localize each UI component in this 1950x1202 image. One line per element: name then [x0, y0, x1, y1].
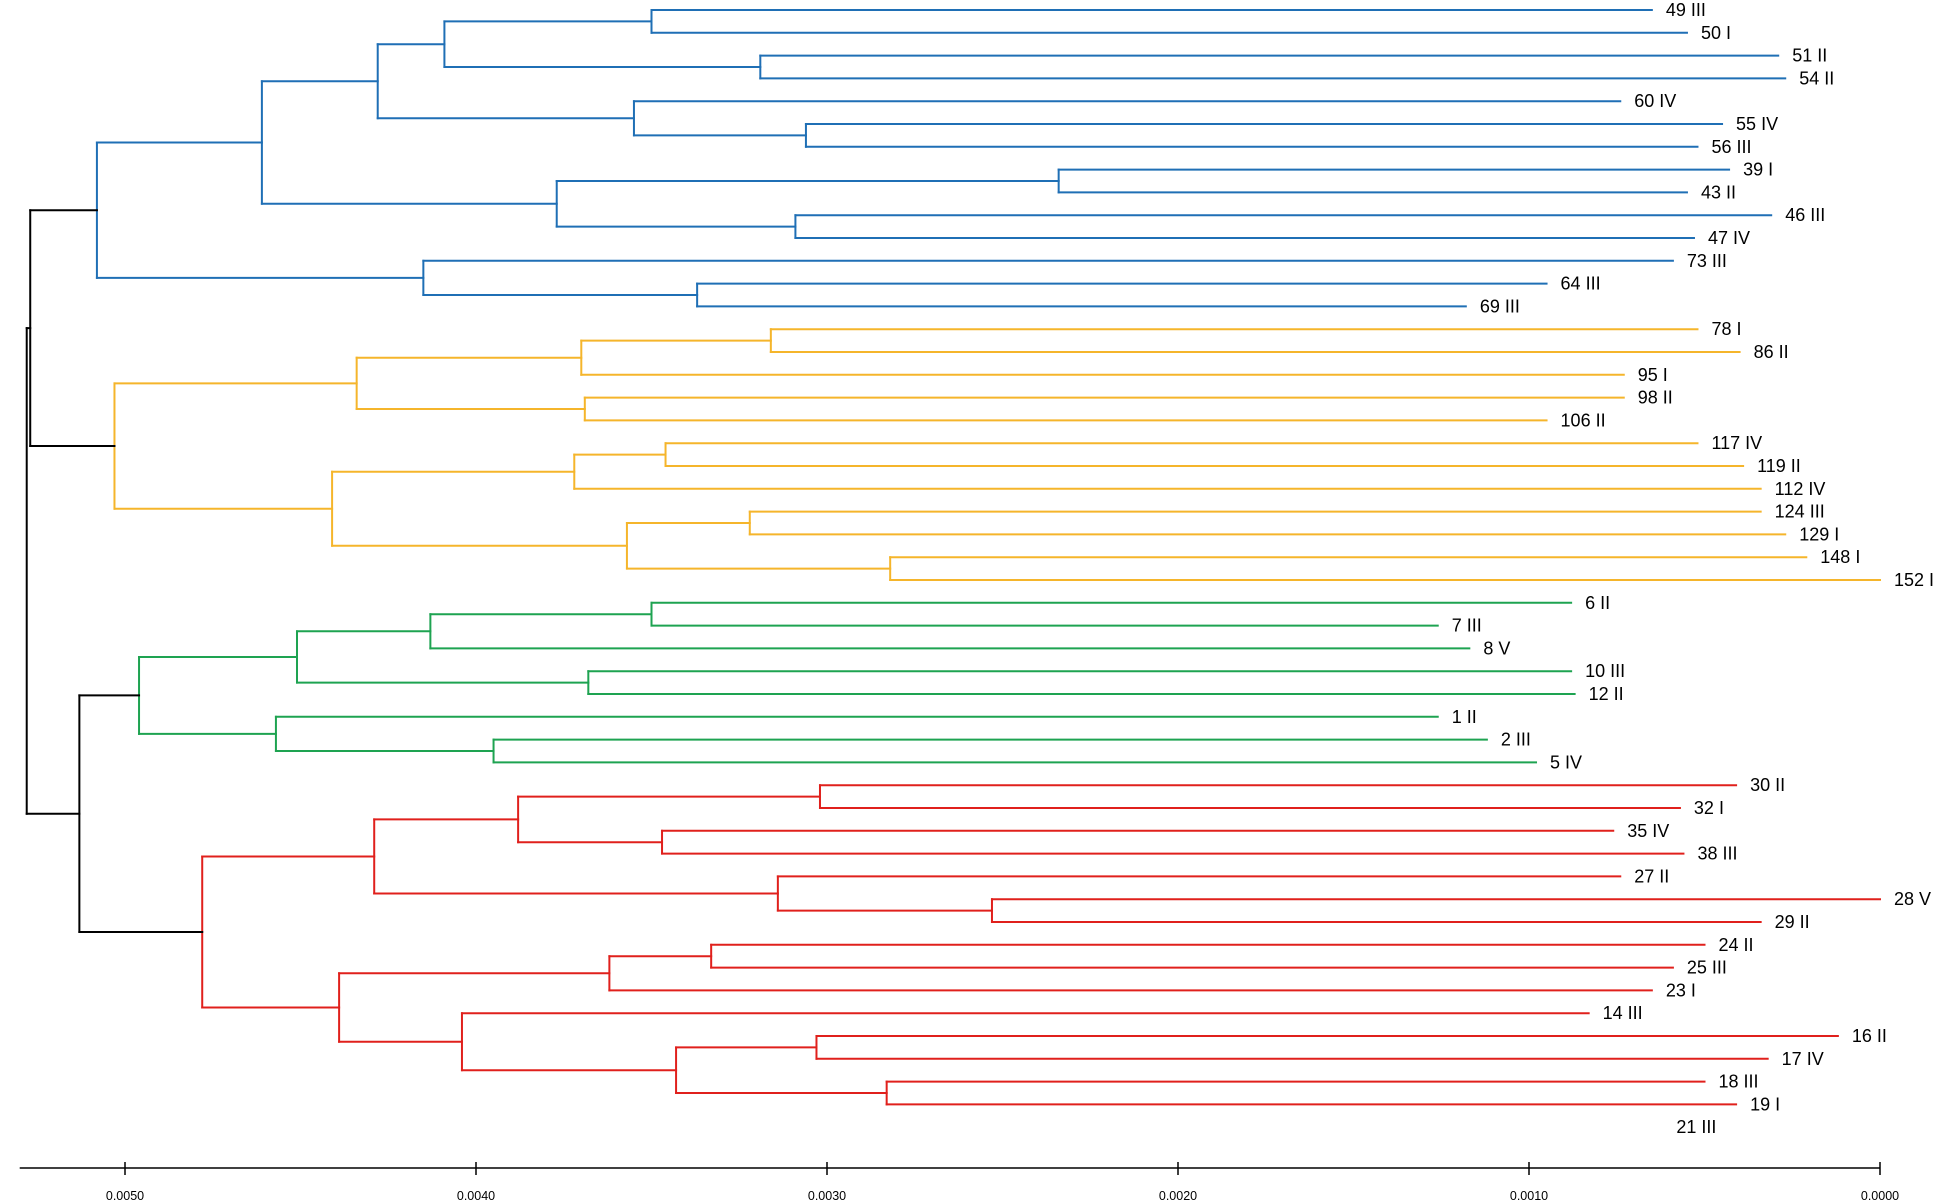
leaf-label: 119 II: [1757, 456, 1801, 476]
leaf-label: 60 IV: [1634, 91, 1676, 111]
leaf-label: 50 I: [1701, 23, 1731, 43]
leaf-label: 29 II: [1775, 912, 1810, 932]
axis-tick-label: 0.0020: [1159, 1189, 1197, 1202]
leaf-label: 54 II: [1799, 68, 1834, 88]
leaf-label: 25 III: [1687, 958, 1727, 978]
axis-tick-label: 0.0050: [106, 1189, 144, 1202]
leaf-label: 1 II: [1452, 707, 1477, 727]
leaf-label: 129 I: [1799, 524, 1839, 544]
leaf-label: 55 IV: [1736, 114, 1778, 134]
leaf-label: 43 II: [1701, 182, 1736, 202]
dendrogram-branches: [25, 9, 1881, 1106]
axis-tick-label: 0.0040: [457, 1189, 495, 1202]
axis-tick-label: 0.0010: [1510, 1189, 1548, 1202]
leaf-label: 124 III: [1775, 502, 1825, 522]
leaf-label: 27 II: [1634, 866, 1669, 886]
leaf-label: 17 IV: [1782, 1049, 1824, 1069]
leaf-label: 51 II: [1792, 46, 1827, 66]
leaf-label: 106 II: [1561, 410, 1606, 430]
axis-tick-label: 0.0030: [808, 1189, 846, 1202]
leaf-label: 152 I: [1894, 570, 1934, 590]
axis-ticks: 0.0050 0.0040 0.0030 0.0020 0.0010 0.0000: [106, 1162, 1899, 1202]
leaf-label: 24 II: [1719, 935, 1754, 955]
leaf-label: 49 III: [1666, 0, 1706, 20]
distance-axis: 0.0050 0.0040 0.0030 0.0020 0.0010 0.0000: [19, 1162, 1899, 1202]
leaf-label: 23 I: [1666, 980, 1696, 1000]
leaf-label: 73 III: [1687, 251, 1727, 271]
leaf-label: 10 III: [1585, 661, 1625, 681]
leaf-label: 56 III: [1711, 137, 1751, 157]
leaf-label: 117 IV: [1711, 433, 1762, 453]
leaf-label: 16 II: [1852, 1026, 1887, 1046]
leaf-label: 39 I: [1743, 160, 1773, 180]
leaf-label: 112 IV: [1775, 479, 1826, 499]
leaf-label: 12 II: [1589, 684, 1624, 704]
leaf-label: 95 I: [1638, 365, 1668, 385]
leaf-label: 32 I: [1694, 798, 1724, 818]
leaf-label: 30 II: [1750, 775, 1785, 795]
leaf-label: 7 III: [1452, 616, 1482, 636]
leaf-label: 5 IV: [1550, 752, 1582, 772]
leaf-label: 148 I: [1820, 547, 1860, 567]
leaf-label: 47 IV: [1708, 228, 1750, 248]
leaf-label: 14 III: [1603, 1003, 1643, 1023]
leaf-label: 78 I: [1711, 319, 1741, 339]
leaf-label: 6 II: [1585, 593, 1610, 613]
leaf-label: 35 IV: [1627, 821, 1669, 841]
leaf-label: 86 II: [1754, 342, 1789, 362]
leaf-label: 2 III: [1501, 730, 1531, 750]
leaf-label: 8 V: [1483, 638, 1510, 658]
leaf-label: 28 V: [1894, 889, 1931, 909]
leaf-label: 38 III: [1697, 844, 1737, 864]
leaf-label: 19 I: [1750, 1094, 1780, 1114]
leaf-label: 98 II: [1638, 388, 1673, 408]
leaf-label: 64 III: [1561, 274, 1601, 294]
leaf-label: 46 III: [1785, 205, 1825, 225]
axis-tick-label: 0.0000: [1861, 1189, 1899, 1202]
leaf-label: 69 III: [1480, 296, 1520, 316]
leaf-label: 21 III: [1676, 1117, 1716, 1137]
leaf-label: 18 III: [1719, 1072, 1759, 1092]
